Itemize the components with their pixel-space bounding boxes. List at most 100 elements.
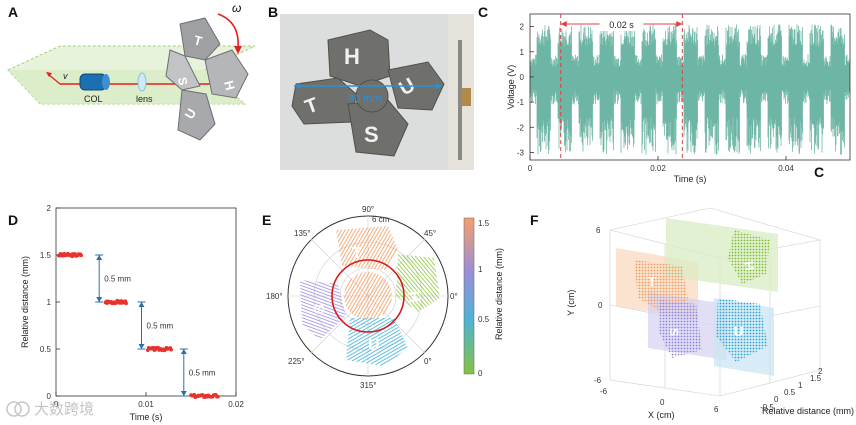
c-ylabel: Voltage (V) bbox=[506, 65, 516, 110]
c-ytick-label: 2 bbox=[520, 23, 525, 32]
cloud-blue bbox=[716, 298, 768, 362]
f-ztick-2: 2 bbox=[818, 367, 823, 376]
d-data-point bbox=[124, 301, 128, 306]
f-ytick-6: 6 bbox=[596, 226, 601, 235]
panel-b-photo: H T S U 90 mm bbox=[280, 14, 474, 170]
panel-c-label-right: C bbox=[814, 164, 825, 180]
d-step-arrowhead-top bbox=[180, 349, 187, 354]
c-xtick-label: 0.04 bbox=[778, 164, 794, 173]
panel-a-label: A bbox=[8, 4, 19, 20]
d-ytick-label: 1.5 bbox=[40, 251, 52, 260]
col-label: COL bbox=[84, 94, 103, 104]
f-xtick-0: 0 bbox=[660, 398, 665, 407]
d-xtick-label: 0.02 bbox=[228, 400, 244, 409]
f-ztick-1-5: 1.5 bbox=[810, 374, 822, 383]
d-step-arrowhead-bottom bbox=[96, 297, 103, 302]
angle-0b: 0° bbox=[424, 357, 432, 366]
leaf-orange bbox=[336, 226, 398, 270]
c-annot-bg bbox=[599, 17, 644, 31]
target-letter-t: T bbox=[192, 32, 204, 49]
target-letter-s: S bbox=[175, 76, 190, 86]
colorbar-tick-0: 0 bbox=[478, 369, 483, 378]
panel-b: B H T S U 90 mm bbox=[268, 0, 476, 172]
f-ztick-neg0-5: -0.5 bbox=[760, 403, 774, 412]
d-ytick-label: 0 bbox=[47, 392, 52, 401]
plate-letter-h: H bbox=[344, 44, 360, 69]
d-step-arrowhead-top bbox=[96, 255, 103, 260]
interval-label: 0.02 s bbox=[609, 20, 634, 30]
panel-e-label: E bbox=[262, 212, 272, 228]
c-arrowhead-left bbox=[560, 21, 567, 27]
c-ytick-label: 0 bbox=[520, 73, 525, 82]
angle-315: 315° bbox=[360, 381, 377, 390]
c-arrowhead-right bbox=[676, 21, 683, 27]
3d-plot: T H S U 6 0 -6 Y (cm) -6 0 6 X (cm) 2 1.… bbox=[566, 207, 854, 420]
polar-letter-u: U bbox=[368, 337, 380, 354]
cloud-letter-h: H bbox=[741, 260, 757, 272]
d-data-point bbox=[79, 253, 83, 258]
angle-180: 180° bbox=[266, 292, 283, 301]
panel-a-schematic: v COL lens T H S U ω bbox=[7, 1, 256, 141]
rotation-arrow-icon bbox=[217, 13, 239, 49]
panel-c: C C -3 -2 -1 0 1 2 0 0.02 0.04 Time (s) Voltage … bbox=[478, 0, 856, 188]
omega-label: ω bbox=[232, 1, 241, 15]
cloud-orange bbox=[634, 260, 688, 312]
cloud-letter-t: T bbox=[648, 274, 656, 289]
c-ytick-label: -2 bbox=[517, 123, 525, 132]
c-plot-frame bbox=[529, 13, 851, 161]
f-ztick-0: 0 bbox=[774, 395, 779, 404]
f-xtick-6: 6 bbox=[714, 405, 719, 414]
watermark-logo-icon bbox=[6, 400, 30, 417]
target-letter-h: H bbox=[221, 79, 238, 92]
panel-a: A v COL lens T H S U ω bbox=[0, 0, 270, 170]
d-ytick-label: 1 bbox=[47, 298, 52, 307]
c-xlabel: Time (s) bbox=[674, 174, 707, 184]
d-xtick-label: 0.01 bbox=[138, 400, 154, 409]
f-zlabel: Relative distance (mm) bbox=[762, 406, 854, 416]
v-label: v bbox=[63, 71, 68, 81]
cloud-green bbox=[728, 230, 770, 284]
angle-45: 45° bbox=[424, 229, 436, 238]
c-xtick-label: 0 bbox=[528, 164, 533, 173]
plate-letter-s: S bbox=[364, 122, 379, 147]
colorbar-tick-0-5: 0.5 bbox=[478, 315, 490, 324]
f-ytick-0: 0 bbox=[598, 301, 603, 310]
leaf-purple bbox=[300, 280, 346, 340]
panel-b-label: B bbox=[268, 4, 279, 20]
dimension-label: 90 mm bbox=[348, 93, 382, 105]
f-ztick-1: 1 bbox=[798, 381, 803, 390]
c-ytick-label: -1 bbox=[517, 98, 525, 107]
lens-label: lens bbox=[136, 94, 153, 104]
f-ztick-0-5: 0.5 bbox=[784, 388, 796, 397]
c-ytick-label: -3 bbox=[517, 148, 525, 157]
panel-f: F T H S U 6 bbox=[530, 200, 856, 425]
watermark-text: 大数跨境 bbox=[34, 400, 95, 418]
d-data-point bbox=[169, 347, 173, 352]
d-ytick-label: 0.5 bbox=[40, 345, 52, 354]
d-step-label: 0.5 mm bbox=[147, 322, 174, 331]
colorbar-tick-1: 1 bbox=[478, 265, 483, 274]
f-xtick-neg6: -6 bbox=[600, 387, 608, 396]
radius-label: 6 cm bbox=[372, 215, 390, 224]
leaf-green bbox=[396, 254, 440, 312]
d-step-label: 0.5 mm bbox=[104, 275, 131, 284]
colorbar bbox=[463, 217, 475, 375]
angle-0: 0° bbox=[450, 292, 458, 301]
angle-135: 135° bbox=[294, 229, 311, 238]
panel-c-label: C bbox=[478, 4, 489, 20]
polar-letter-s: S bbox=[310, 304, 327, 314]
f-xlabel: X (cm) bbox=[648, 410, 675, 420]
d-ylabel: Relative distance (mm) bbox=[20, 256, 30, 348]
d-xtick-label: 0 bbox=[54, 400, 59, 409]
target-plate: T H S U bbox=[165, 17, 249, 141]
d-data-point bbox=[216, 394, 220, 399]
panel-e: E T H S U bbox=[258, 200, 520, 425]
angle-225: 225° bbox=[288, 357, 305, 366]
polar-letter-t: T bbox=[352, 245, 362, 262]
panel-d: D 0 0.5 1 1.5 2 0 0.01 0.02 0.5 mm 0.5 mm 0.5 mm … bbox=[0, 200, 250, 425]
watermark: 大数跨境 bbox=[6, 398, 94, 419]
leaf-blue bbox=[346, 318, 408, 366]
distance-chart: 0 0.5 1 1.5 2 0 0.01 0.02 0.5 mm 0.5 mm 0.5 mm Ti… bbox=[20, 204, 244, 422]
colorbar-label: Relative distance (mm) bbox=[494, 248, 504, 340]
polar-plot: T H S U 90° 45° 0° 0° 315° 225° 180° 135… bbox=[266, 205, 504, 390]
